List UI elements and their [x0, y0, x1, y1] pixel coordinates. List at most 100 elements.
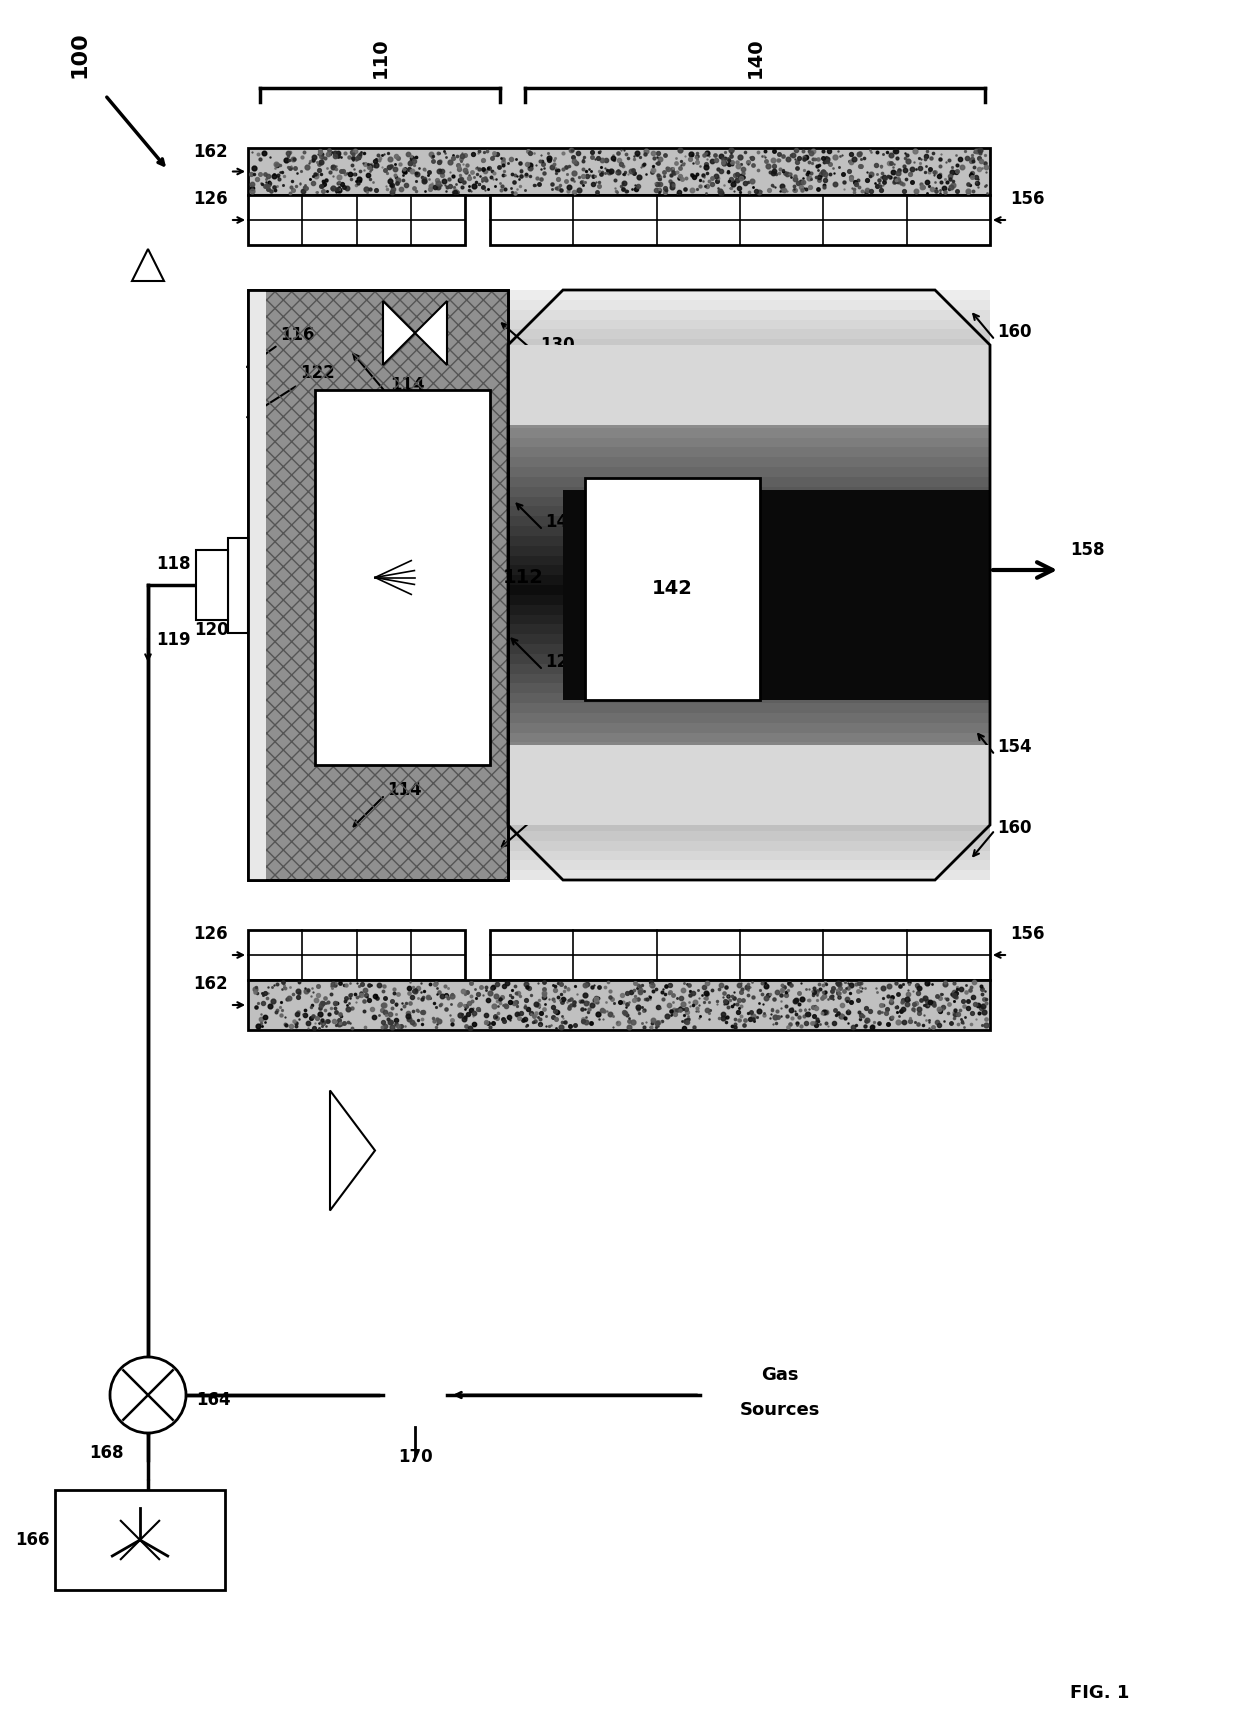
Bar	[508, 840, 990, 850]
Text: 146: 146	[546, 513, 579, 530]
Text: 119: 119	[156, 631, 191, 650]
Bar	[508, 831, 990, 840]
Bar	[248, 290, 508, 880]
Bar	[508, 714, 990, 722]
Bar	[508, 772, 990, 781]
Bar	[248, 290, 508, 880]
Text: 154: 154	[997, 738, 1032, 757]
Bar	[490, 195, 990, 245]
Text: 120: 120	[195, 620, 229, 639]
Bar	[508, 871, 990, 880]
Text: 140: 140	[745, 38, 765, 78]
Bar	[490, 930, 990, 980]
Bar	[248, 149, 990, 195]
Bar	[508, 536, 990, 546]
Bar	[508, 594, 990, 605]
Bar	[508, 762, 990, 772]
Bar	[508, 339, 990, 349]
Polygon shape	[383, 301, 415, 365]
Bar	[508, 634, 990, 645]
Bar	[508, 850, 990, 861]
Bar	[248, 195, 465, 245]
Text: 130: 130	[539, 804, 574, 823]
Bar	[55, 1490, 224, 1590]
Bar	[508, 645, 990, 653]
Bar	[508, 745, 990, 824]
Bar	[508, 586, 990, 594]
Bar	[508, 683, 990, 693]
Text: 114: 114	[387, 781, 422, 798]
Bar	[508, 546, 990, 555]
Bar	[508, 378, 990, 389]
Bar	[508, 752, 990, 762]
Bar	[248, 930, 465, 980]
Bar	[196, 550, 228, 620]
Text: 166: 166	[15, 1531, 50, 1548]
Text: Sources: Sources	[740, 1401, 820, 1419]
Bar	[508, 575, 990, 586]
Bar	[508, 467, 990, 477]
Text: Gas: Gas	[761, 1367, 799, 1384]
Bar	[508, 349, 990, 359]
Bar	[508, 506, 990, 517]
Bar	[508, 791, 990, 802]
Bar	[508, 674, 990, 683]
Text: FIG. 1: FIG. 1	[1070, 1685, 1130, 1702]
Bar	[508, 477, 990, 487]
Text: 142: 142	[652, 579, 693, 598]
Bar	[508, 359, 990, 368]
Bar	[508, 653, 990, 664]
Bar	[508, 821, 990, 831]
Circle shape	[110, 1356, 186, 1433]
Bar	[508, 810, 990, 821]
Text: 126: 126	[193, 924, 228, 943]
Text: 158: 158	[1070, 541, 1105, 558]
Text: 100: 100	[69, 31, 91, 78]
Bar	[508, 733, 990, 743]
Bar	[508, 389, 990, 397]
Bar	[508, 290, 990, 301]
Bar	[508, 565, 990, 575]
Text: 160: 160	[997, 323, 1032, 340]
Text: 170: 170	[398, 1448, 433, 1465]
Text: 110: 110	[371, 38, 389, 78]
Bar	[508, 301, 990, 309]
Text: 130: 130	[539, 335, 574, 354]
Bar	[248, 290, 267, 880]
Bar	[508, 309, 990, 320]
Bar	[508, 368, 990, 378]
Bar	[508, 437, 990, 448]
Polygon shape	[330, 1090, 374, 1211]
Polygon shape	[131, 249, 164, 282]
Text: 124: 124	[546, 653, 580, 670]
Bar	[508, 861, 990, 871]
Bar	[508, 693, 990, 703]
Bar	[508, 722, 990, 733]
Text: 156: 156	[1011, 924, 1044, 943]
Bar	[585, 479, 760, 700]
Text: 144: 144	[733, 769, 768, 786]
Bar	[508, 487, 990, 496]
Bar	[508, 458, 990, 467]
Bar	[508, 743, 990, 752]
Text: 122: 122	[300, 365, 335, 382]
Text: 156: 156	[1011, 190, 1044, 207]
Bar	[508, 703, 990, 714]
Bar	[508, 427, 990, 437]
Text: 126: 126	[193, 190, 228, 207]
Polygon shape	[415, 301, 446, 365]
Bar	[508, 448, 990, 458]
Bar	[508, 346, 990, 425]
Text: 116: 116	[280, 327, 315, 344]
Bar	[228, 537, 248, 632]
Text: 160: 160	[997, 819, 1032, 836]
Bar	[508, 525, 990, 536]
Bar	[508, 555, 990, 565]
Bar	[508, 781, 990, 791]
Text: 112: 112	[502, 569, 543, 588]
Bar	[508, 496, 990, 506]
Bar	[508, 605, 990, 615]
Text: 164: 164	[196, 1391, 231, 1408]
Bar	[563, 491, 990, 700]
Bar	[508, 320, 990, 330]
